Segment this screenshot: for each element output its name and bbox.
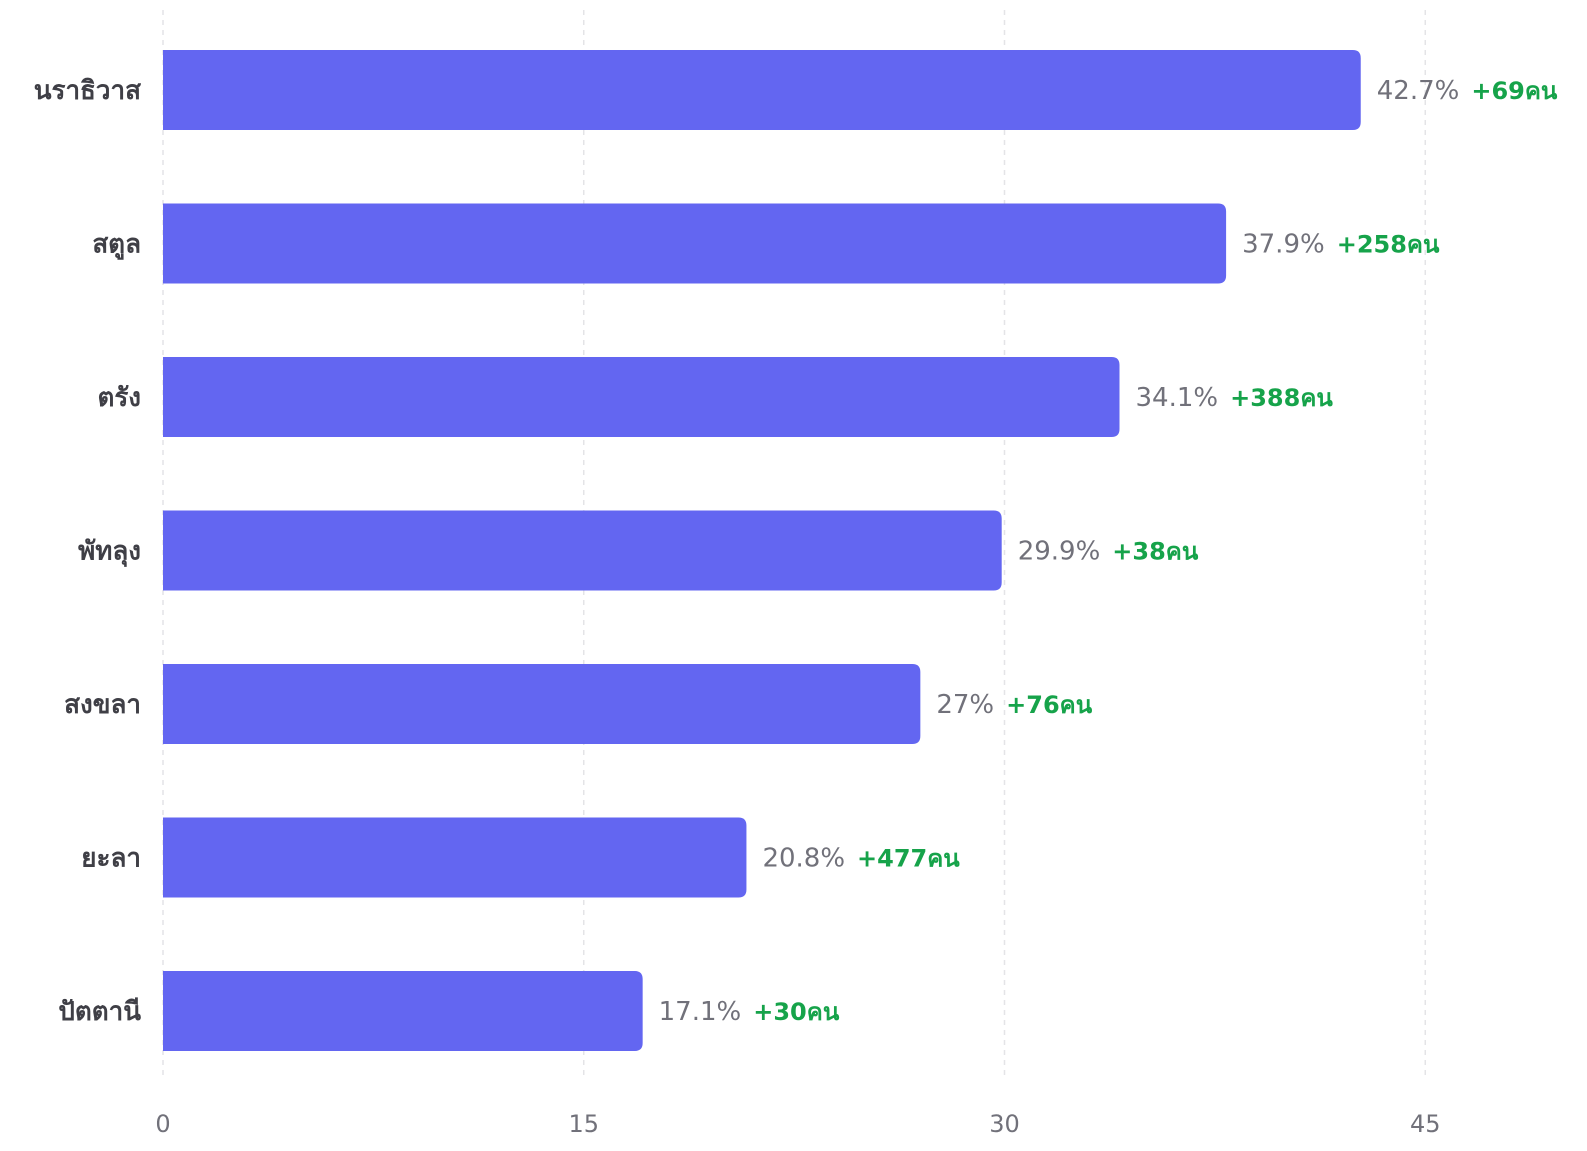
value-label: 37.9% <box>1242 230 1325 260</box>
x-tick-label: 45 <box>1410 1110 1441 1138</box>
bar[interactable] <box>163 971 643 1051</box>
x-tick-label: 30 <box>989 1110 1020 1138</box>
category-label: นราธิวาส <box>34 76 141 106</box>
bar[interactable] <box>163 664 921 744</box>
bar[interactable] <box>163 357 1120 437</box>
bar-layer <box>163 50 1361 1051</box>
delta-label: +69คน <box>1471 77 1558 105</box>
value-label: 29.9% <box>1018 537 1101 567</box>
bar-data-label: 29.9% +38คน <box>1018 537 1199 567</box>
bar-data-label: 27% +76คน <box>936 690 1092 720</box>
category-label: ปัตตานี <box>58 997 141 1027</box>
x-tick-label: 0 <box>155 1110 170 1138</box>
category-label: ยะลา <box>81 844 141 874</box>
delta-label: +38คน <box>1112 538 1199 566</box>
bar-data-label: 37.9% +258คน <box>1242 230 1440 260</box>
bar-data-label: 34.1% +388คน <box>1136 383 1334 413</box>
bar[interactable] <box>163 203 1227 284</box>
delta-label: +30คน <box>753 998 840 1026</box>
delta-label: +76คน <box>1006 691 1093 719</box>
bar-data-label: 42.7% +69คน <box>1377 76 1558 106</box>
delta-label: +258คน <box>1337 231 1440 259</box>
bar-data-label: 20.8% +477คน <box>762 844 960 874</box>
value-label: 42.7% <box>1377 76 1460 106</box>
category-label: พัทลุง <box>78 537 141 568</box>
bar[interactable] <box>163 50 1361 130</box>
category-label: ตรัง <box>97 383 141 413</box>
value-label: 34.1% <box>1136 383 1219 413</box>
bar[interactable] <box>163 817 747 898</box>
category-label: สงขลา <box>64 690 141 720</box>
bar[interactable] <box>163 510 1002 591</box>
bar-data-label: 17.1% +30คน <box>659 997 840 1027</box>
value-label: 27% <box>936 690 994 720</box>
x-axis: 0 15 30 45 <box>155 1110 1440 1138</box>
delta-label: +388คน <box>1230 384 1333 412</box>
category-label: สตูล <box>92 230 141 261</box>
value-label: 17.1% <box>659 997 742 1027</box>
value-label: 20.8% <box>762 844 845 874</box>
delta-label: +477คน <box>857 845 960 873</box>
x-tick-label: 15 <box>568 1110 599 1138</box>
